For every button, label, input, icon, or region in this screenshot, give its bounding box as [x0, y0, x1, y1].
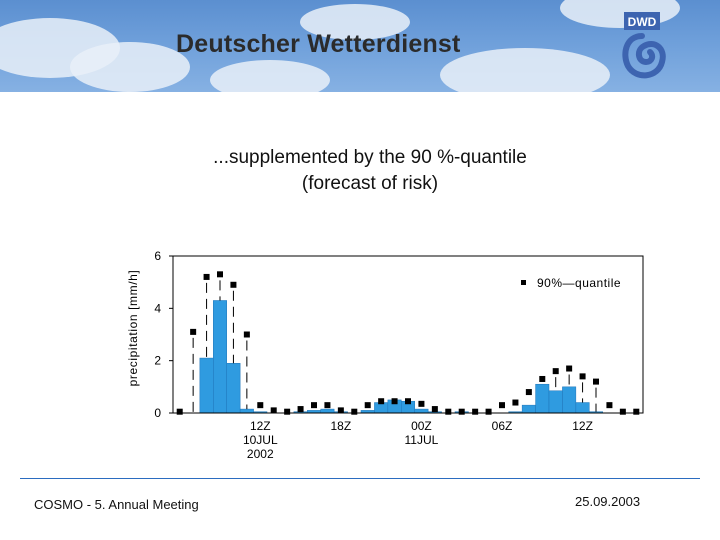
- precip-bar: [562, 386, 577, 414]
- cloud: [210, 60, 330, 92]
- precip-bar: [199, 357, 214, 414]
- x-tick-label: 2002: [247, 447, 274, 461]
- quantile-marker: [499, 402, 505, 409]
- quantile-dashes: [192, 280, 597, 413]
- precip-bar: [521, 404, 536, 414]
- logo-plate: [624, 12, 660, 30]
- quantile-marker: [378, 398, 385, 405]
- precip-bar: [414, 408, 429, 414]
- quantile-marker: [445, 408, 452, 415]
- y-tick-label: 6: [154, 249, 161, 263]
- heading-line-2: (forecast of risk): [301, 173, 439, 194]
- x-tick-label: 12Z: [572, 419, 593, 433]
- x-tick-label: 11JUL: [405, 433, 439, 447]
- precip-bar: [226, 363, 241, 414]
- quantile-marker: [472, 408, 479, 415]
- chart-legend: 90%—quantile: [521, 276, 621, 290]
- quantile-marker: [579, 373, 586, 380]
- heading-line-1: ...supplemented by the 90 %-quantile: [213, 147, 527, 168]
- quantile-marker: [593, 378, 599, 385]
- header-banner: Deutscher Wetterdienst DWD: [0, 0, 720, 92]
- quantile-marker: [176, 408, 183, 415]
- precip-bar: [548, 390, 563, 414]
- y-tick-label: 0: [154, 406, 161, 420]
- y-axis: 0 2 4 6: [154, 249, 173, 420]
- quantile-marker: [217, 271, 223, 278]
- dwd-logo: DWD: [622, 12, 666, 79]
- footer-divider: [20, 478, 700, 479]
- precip-bar: [320, 408, 335, 414]
- y-axis-label: precipitation [mm/h]: [126, 270, 140, 387]
- legend-label: 90%—quantile: [537, 276, 621, 290]
- x-tick-label: 10JUL: [243, 433, 278, 447]
- quantile-marker: [284, 408, 291, 415]
- precip-bar: [239, 408, 254, 414]
- footer-meeting: COSMO - 5. Annual Meeting: [34, 497, 199, 512]
- quantile-marker: [324, 402, 331, 409]
- quantile-marker: [552, 368, 559, 375]
- quantile-marker: [418, 400, 425, 407]
- cloud: [440, 48, 610, 92]
- brand-title: Deutscher Wetterdienst: [176, 30, 461, 58]
- quantile-marker: [270, 407, 277, 414]
- quantile-marker: [606, 402, 613, 409]
- quantile-marker: [337, 407, 344, 414]
- quantile-marker: [391, 398, 398, 405]
- y-tick-label: 2: [154, 354, 161, 368]
- quantile-marker: [243, 331, 250, 338]
- quantile-marker: [539, 375, 546, 382]
- plot-frame: [172, 255, 644, 414]
- cloud: [70, 42, 190, 92]
- quantile-marker: [566, 365, 573, 372]
- cloud: [300, 4, 410, 40]
- legend-marker: [521, 280, 526, 285]
- quantile-marker: [257, 402, 264, 409]
- logo-swirl-icon: [622, 33, 666, 79]
- precip-bar: [213, 300, 227, 414]
- y-tick-label: 4: [154, 301, 161, 315]
- quantile-marker: [619, 408, 626, 415]
- x-tick-label: 00Z: [411, 419, 432, 433]
- bar-series: [199, 300, 603, 414]
- quantile-marker: [230, 281, 237, 288]
- precip-bar: [535, 383, 550, 414]
- precip-bar: [575, 402, 590, 414]
- quantile-marker: [364, 402, 371, 409]
- quantile-marker: [431, 406, 438, 413]
- footer-date: 25.09.2003: [575, 494, 641, 509]
- quantile-marker: [485, 408, 492, 415]
- quantile-marker: [203, 273, 210, 280]
- quantile-marker: [351, 408, 358, 415]
- quantile-marker: [311, 402, 317, 409]
- quantile-markers: [176, 271, 640, 415]
- x-tick-label: 12Z: [250, 419, 271, 433]
- quantile-marker: [190, 328, 197, 335]
- slide-heading: ...supplemented by the 90 %-quantile (fo…: [90, 145, 650, 197]
- x-tick-label: 18Z: [331, 419, 352, 433]
- quantile-marker: [405, 398, 411, 405]
- quantile-marker: [297, 406, 304, 413]
- quantile-marker: [633, 408, 640, 415]
- quantile-marker: [458, 408, 465, 415]
- x-tick-label: 06Z: [492, 419, 513, 433]
- quantile-marker: [525, 389, 532, 396]
- logo-text: DWD: [628, 15, 657, 29]
- quantile-marker: [512, 399, 519, 406]
